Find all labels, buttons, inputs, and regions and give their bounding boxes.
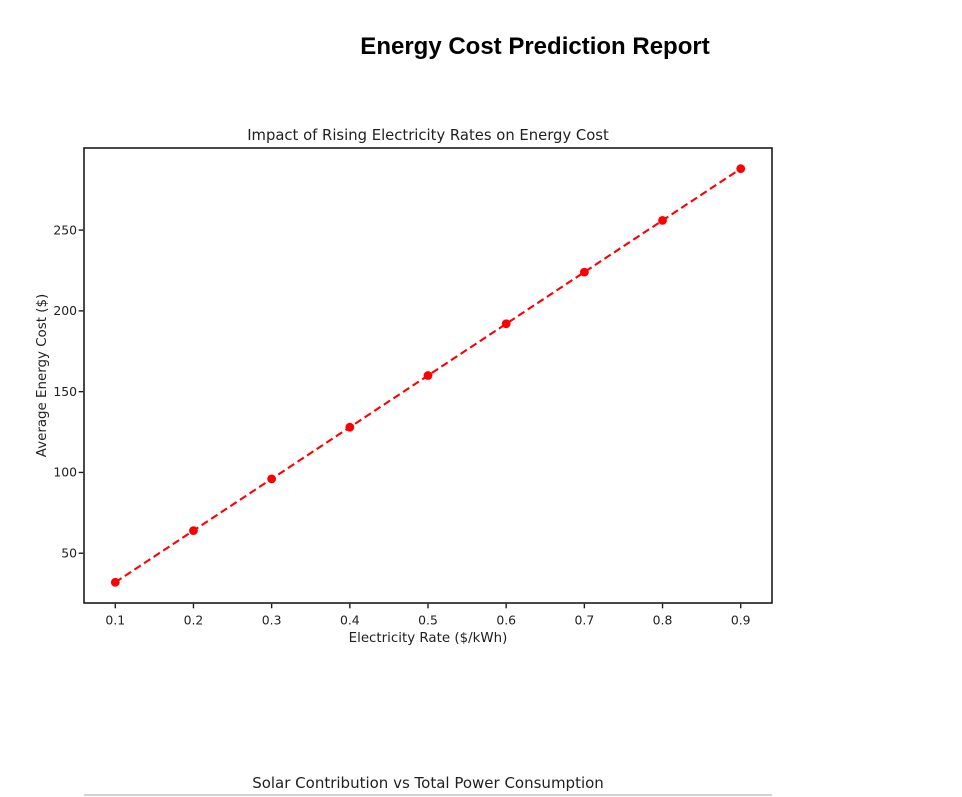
x-tick-label: 0.4 [340, 613, 360, 628]
energy-cost-line-chart: Impact of Rising Electricity Rates on En… [35, 127, 773, 646]
x-tick-label: 0.1 [105, 613, 125, 628]
x-tick-label: 0.9 [731, 613, 751, 628]
data-point [579, 267, 589, 277]
x-tick-label: 0.7 [575, 613, 595, 628]
y-tick-label: 150 [53, 384, 77, 399]
second-chart-title: Solar Contribution vs Total Power Consum… [252, 774, 604, 792]
x-tick-label: 0.3 [262, 613, 282, 628]
data-point [501, 319, 511, 329]
plot-frame [83, 147, 773, 604]
page-title: Energy Cost Prediction Report [360, 33, 710, 60]
y-tick-label: 50 [61, 546, 77, 561]
second-chart-top-edge [84, 794, 772, 796]
x-tick-label: 0.2 [184, 613, 204, 628]
x-axis-label: Electricity Rate ($/kWh) [349, 631, 508, 646]
data-point [189, 526, 198, 536]
y-tick-label: 250 [53, 222, 77, 237]
data-point [110, 577, 120, 587]
data-point [267, 474, 277, 484]
y-tick-label: 100 [53, 465, 77, 480]
x-tick-label: 0.5 [418, 613, 438, 628]
data-point [658, 215, 667, 225]
data-point [736, 164, 746, 174]
plot-area: 0.1 0.2 0.3 0.4 0.5 0.6 0.7 0.8 0.9 50 100 150 200 25… [53, 147, 773, 628]
data-point [345, 422, 355, 432]
x-tick-label: 0.6 [496, 613, 516, 628]
data-point [423, 371, 433, 380]
x-tick-label: 0.8 [653, 613, 673, 628]
chart-title: Impact of Rising Electricity Rates on En… [247, 127, 609, 144]
y-axis-label: Average Energy Cost ($) [35, 294, 50, 457]
y-tick-label: 200 [53, 303, 77, 318]
